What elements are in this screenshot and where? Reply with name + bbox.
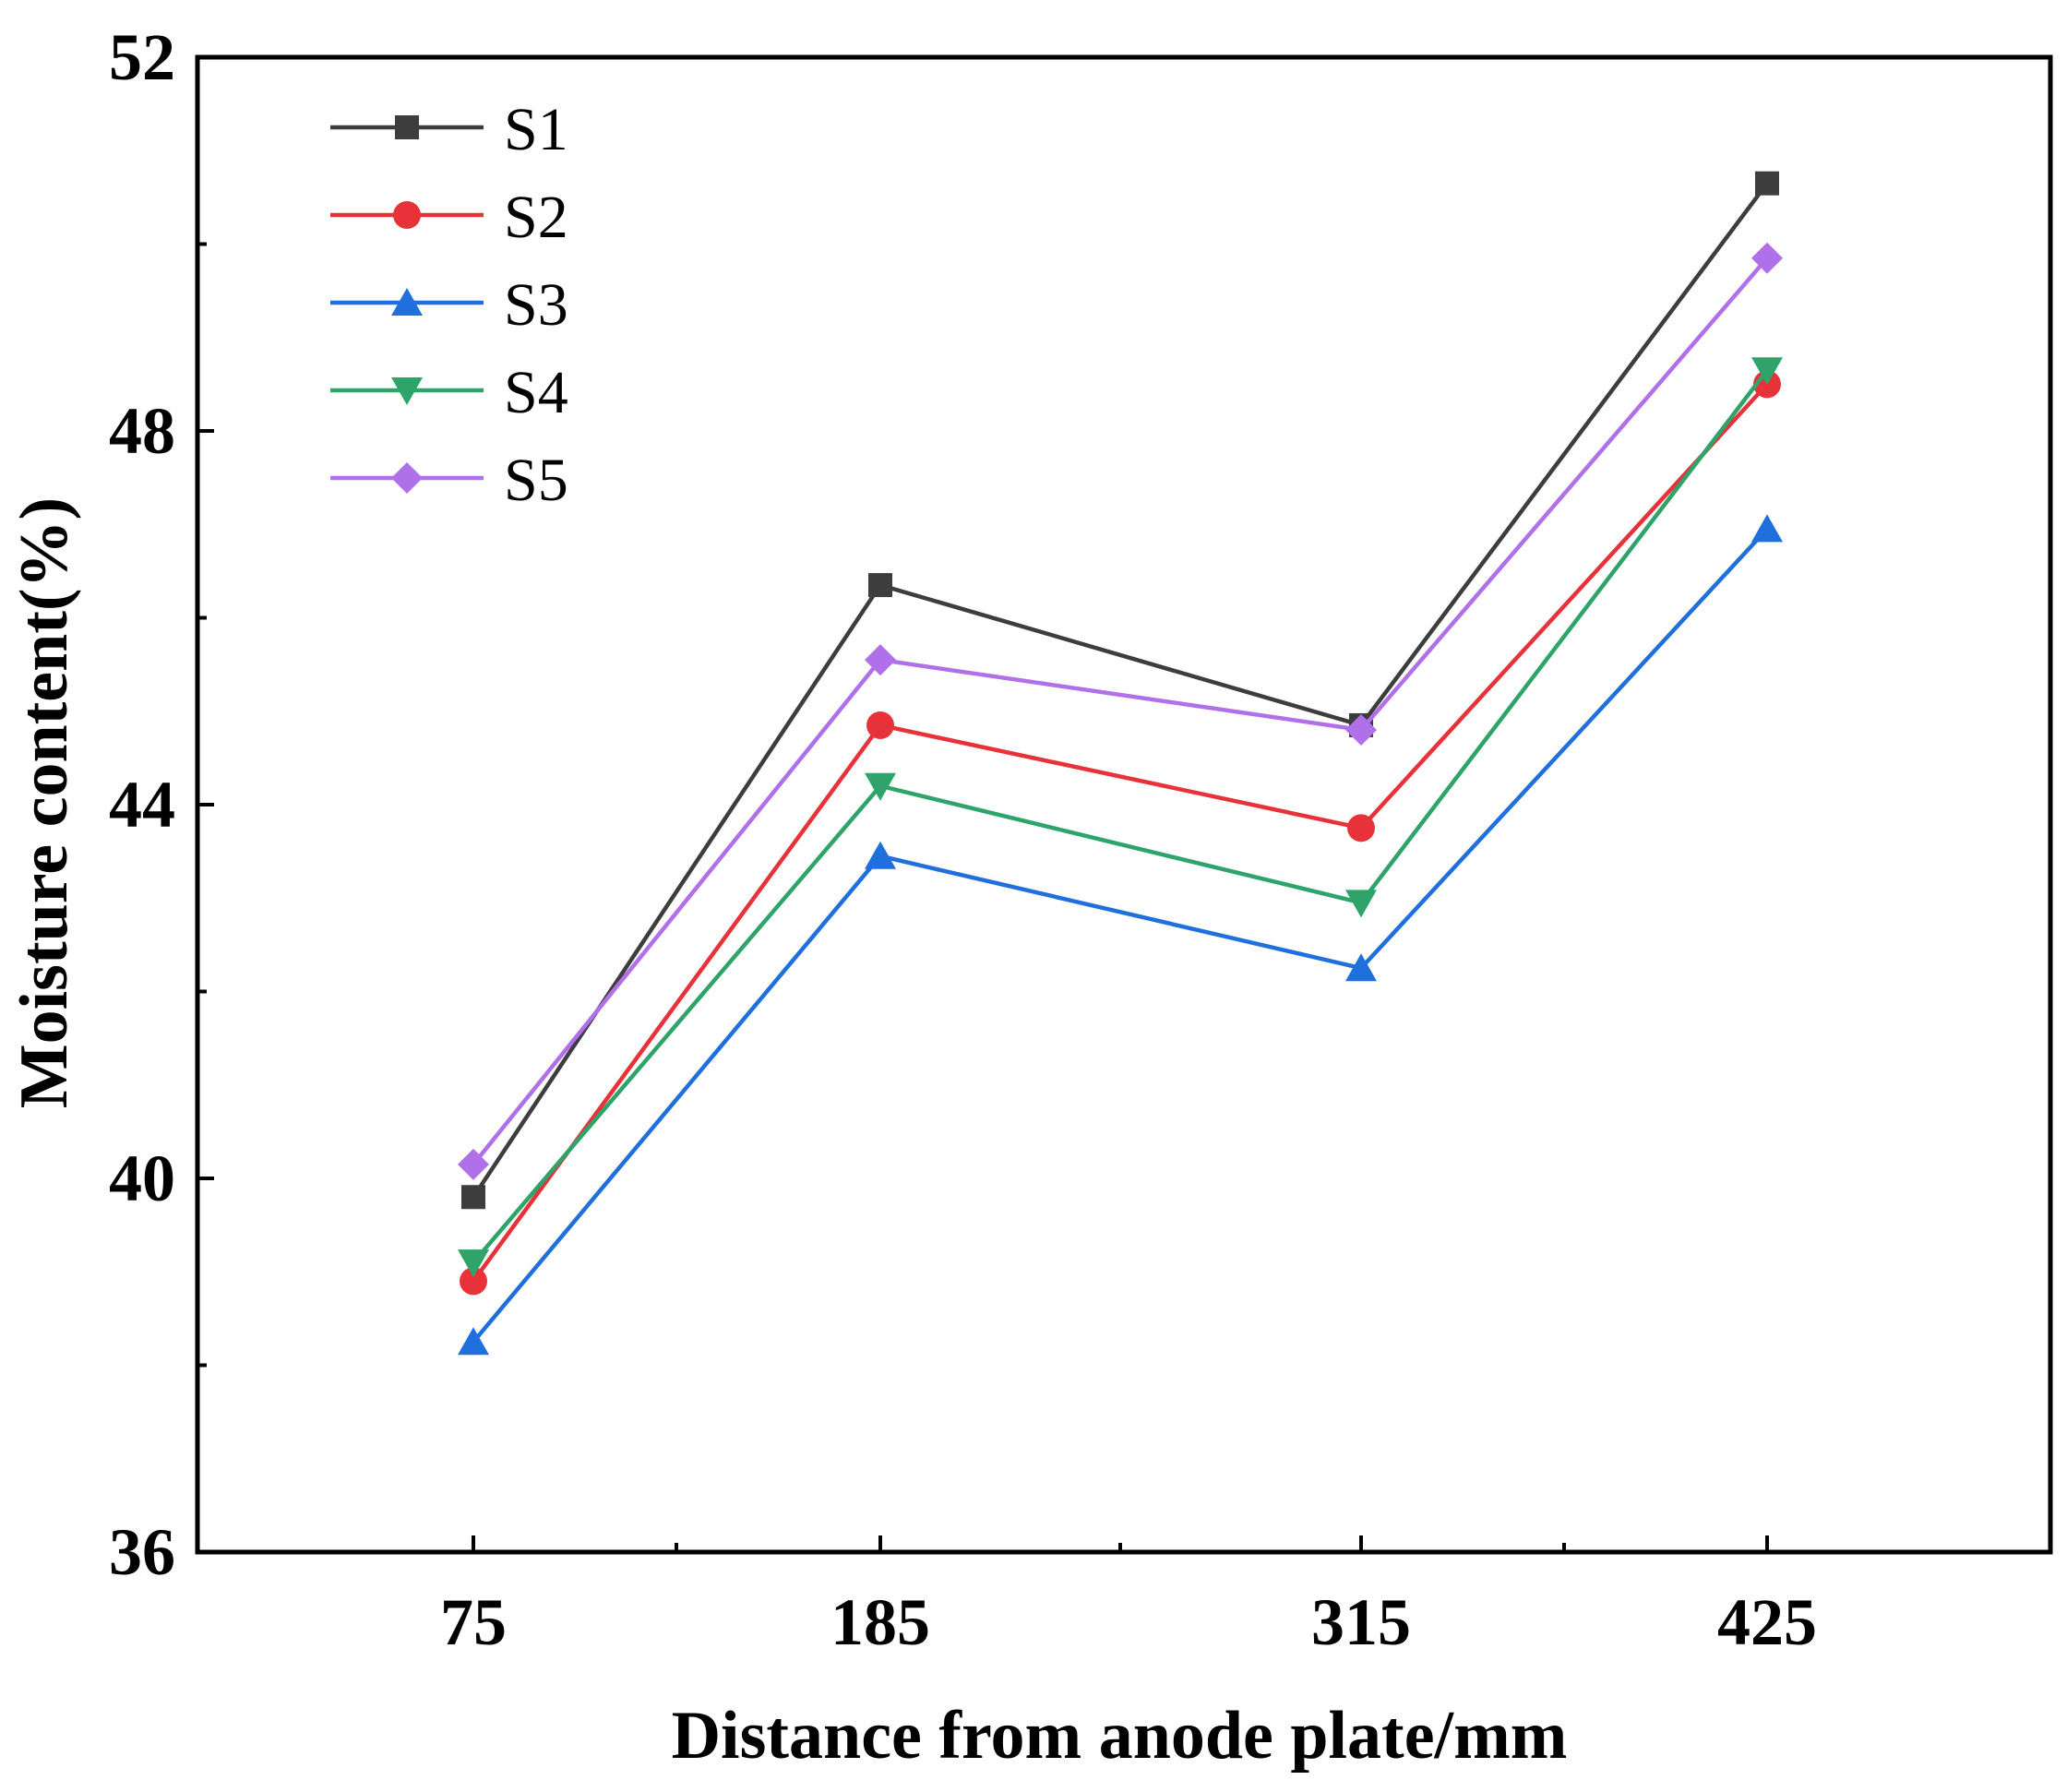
legend-label: S4: [504, 359, 568, 426]
y-tick-label: 40: [109, 1141, 175, 1215]
series-line-s4: [472, 368, 1769, 1264]
x-axis-title: Distance from anode plate/mm: [672, 1698, 1568, 1774]
data-point-s2: [866, 711, 894, 739]
data-point-s4: [1751, 357, 1783, 386]
legend-marker: [395, 115, 419, 139]
series-s3: [458, 514, 1783, 1356]
series-s2: [460, 370, 1781, 1296]
legend-marker: [391, 288, 423, 316]
data-point-s2: [1347, 814, 1375, 842]
legend-label: S1: [504, 96, 568, 163]
y-tick-label: 44: [109, 768, 175, 842]
data-point-s1: [1755, 171, 1779, 196]
series-line-s3: [472, 527, 1769, 1344]
legend-item-s2: S2: [330, 184, 568, 251]
legend-item-s4: S4: [330, 359, 568, 426]
x-tick-label: 315: [1311, 1585, 1411, 1659]
y-axis-title: Moisture content(%): [6, 497, 82, 1108]
data-point-s1: [461, 1185, 485, 1210]
series-line-s5: [472, 257, 1769, 1166]
legend-item-s5: S5: [330, 447, 568, 514]
data-point-s1: [868, 573, 892, 598]
series-s1: [461, 171, 1779, 1210]
legend-marker: [391, 377, 423, 405]
legend-marker: [391, 462, 423, 494]
x-tick-label: 185: [830, 1585, 930, 1659]
y-tick-label: 48: [109, 394, 175, 468]
data-point-s3: [458, 1327, 489, 1356]
data-point-s5: [458, 1148, 489, 1180]
series-group: [458, 171, 1783, 1356]
y-tick-label: 52: [109, 20, 175, 94]
series-line-s1: [472, 182, 1769, 1199]
legend-label: S3: [504, 271, 568, 339]
x-tick-label: 75: [440, 1585, 507, 1659]
x-tick-label: 425: [1717, 1585, 1817, 1659]
data-point-s5: [1345, 714, 1377, 746]
data-point-s3: [1345, 953, 1377, 982]
series-s4: [458, 357, 1783, 1278]
data-point-s4: [1345, 890, 1377, 918]
data-point-s5: [865, 644, 896, 676]
data-point-s2: [460, 1267, 487, 1296]
legend-label: S2: [504, 184, 568, 251]
y-tick-label: 36: [109, 1515, 175, 1589]
data-point-s5: [1751, 242, 1783, 274]
legend-item-s1: S1: [330, 96, 568, 163]
series-line-s2: [472, 382, 1769, 1283]
data-point-s3: [865, 841, 896, 869]
legend-marker: [393, 201, 421, 229]
data-point-s4: [458, 1249, 489, 1278]
axes: 36 40 44 48 52 75 185 315 425: [109, 20, 2053, 1659]
legend-label: S5: [504, 447, 568, 514]
data-point-s3: [1751, 514, 1783, 543]
legend-item-s3: S3: [330, 271, 568, 339]
plot-frame: [195, 54, 2053, 1555]
legend: S1 S2 S3 S4 S5: [330, 96, 568, 514]
data-point-s4: [865, 772, 896, 801]
series-s5: [458, 242, 1783, 1180]
